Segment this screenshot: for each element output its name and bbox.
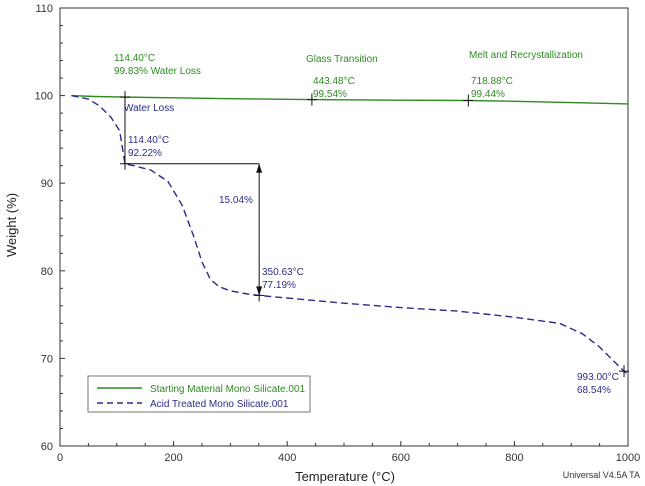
annot-melt-recrystallization: Melt and Recrystallization [469, 50, 583, 61]
y-tick-label: 90 [41, 178, 53, 190]
x-axis-title: Temperature (°C) [295, 469, 395, 484]
legend-label-green: Starting Material Mono Silicate.001 [150, 384, 306, 395]
y-tick-label: 70 [41, 353, 53, 365]
y-tick-label: 80 [41, 266, 53, 278]
annot-blue-3-temp: 993.00°C [577, 372, 619, 383]
series-layer [71, 94, 629, 375]
annot-step-change: 15.04% [219, 195, 253, 206]
annot-glass-transition: Glass Transition [306, 54, 378, 65]
annot-water-loss: Water Loss [124, 103, 174, 114]
x-tick-label: 600 [392, 452, 410, 464]
x-tick-label: 800 [505, 452, 523, 464]
annot-blue-1-weight: 92.22% [128, 148, 162, 159]
software-credit: Universal V4.5A TA [563, 470, 640, 480]
annot-blue-3-weight: 68.54% [577, 385, 611, 396]
annot-blue-1-temp: 114.40°C [128, 135, 169, 146]
y-tick-label: 110 [35, 3, 53, 15]
legend-box [87, 375, 311, 413]
annotation-layer: 114.40°C 99.83% Water Loss Glass Transitio… [114, 50, 619, 396]
y-tick-label: 100 [35, 91, 53, 103]
x-tick-label: 1000 [616, 452, 640, 464]
y-tick-label: 60 [41, 441, 53, 453]
axis-ticks: 0 200 400 600 800 1000 60 70 80 90 100 110 [35, 3, 641, 464]
y-axis-title: Weight (%) [4, 193, 19, 257]
annot-green-2-weight: 99.54% [313, 89, 347, 100]
annot-green-1-weight: 99.83% Water Loss [114, 66, 201, 77]
series-line-starting-material [71, 94, 629, 105]
legend-label-blue: Acid Treated Mono Silicate.001 [150, 399, 289, 410]
series-line-acid-treated [71, 94, 629, 375]
annot-blue-2-weight: 77.19% [262, 280, 296, 291]
x-tick-label: 400 [278, 452, 296, 464]
annot-green-2-temp: 443.48°C [313, 76, 355, 87]
annot-green-1-temp: 114.40°C [114, 53, 155, 64]
marker-layer [119, 91, 630, 378]
step-arrow-up [256, 163, 263, 173]
x-tick-label: 0 [57, 452, 63, 464]
legend: Starting Material Mono Silicate.001 Acid… [87, 375, 311, 413]
x-tick-label: 200 [164, 452, 182, 464]
annot-green-3-weight: 99.44% [471, 89, 505, 100]
annot-green-3-temp: 718.88°C [471, 76, 513, 87]
annot-blue-2-temp: 350.63°C [262, 267, 304, 278]
